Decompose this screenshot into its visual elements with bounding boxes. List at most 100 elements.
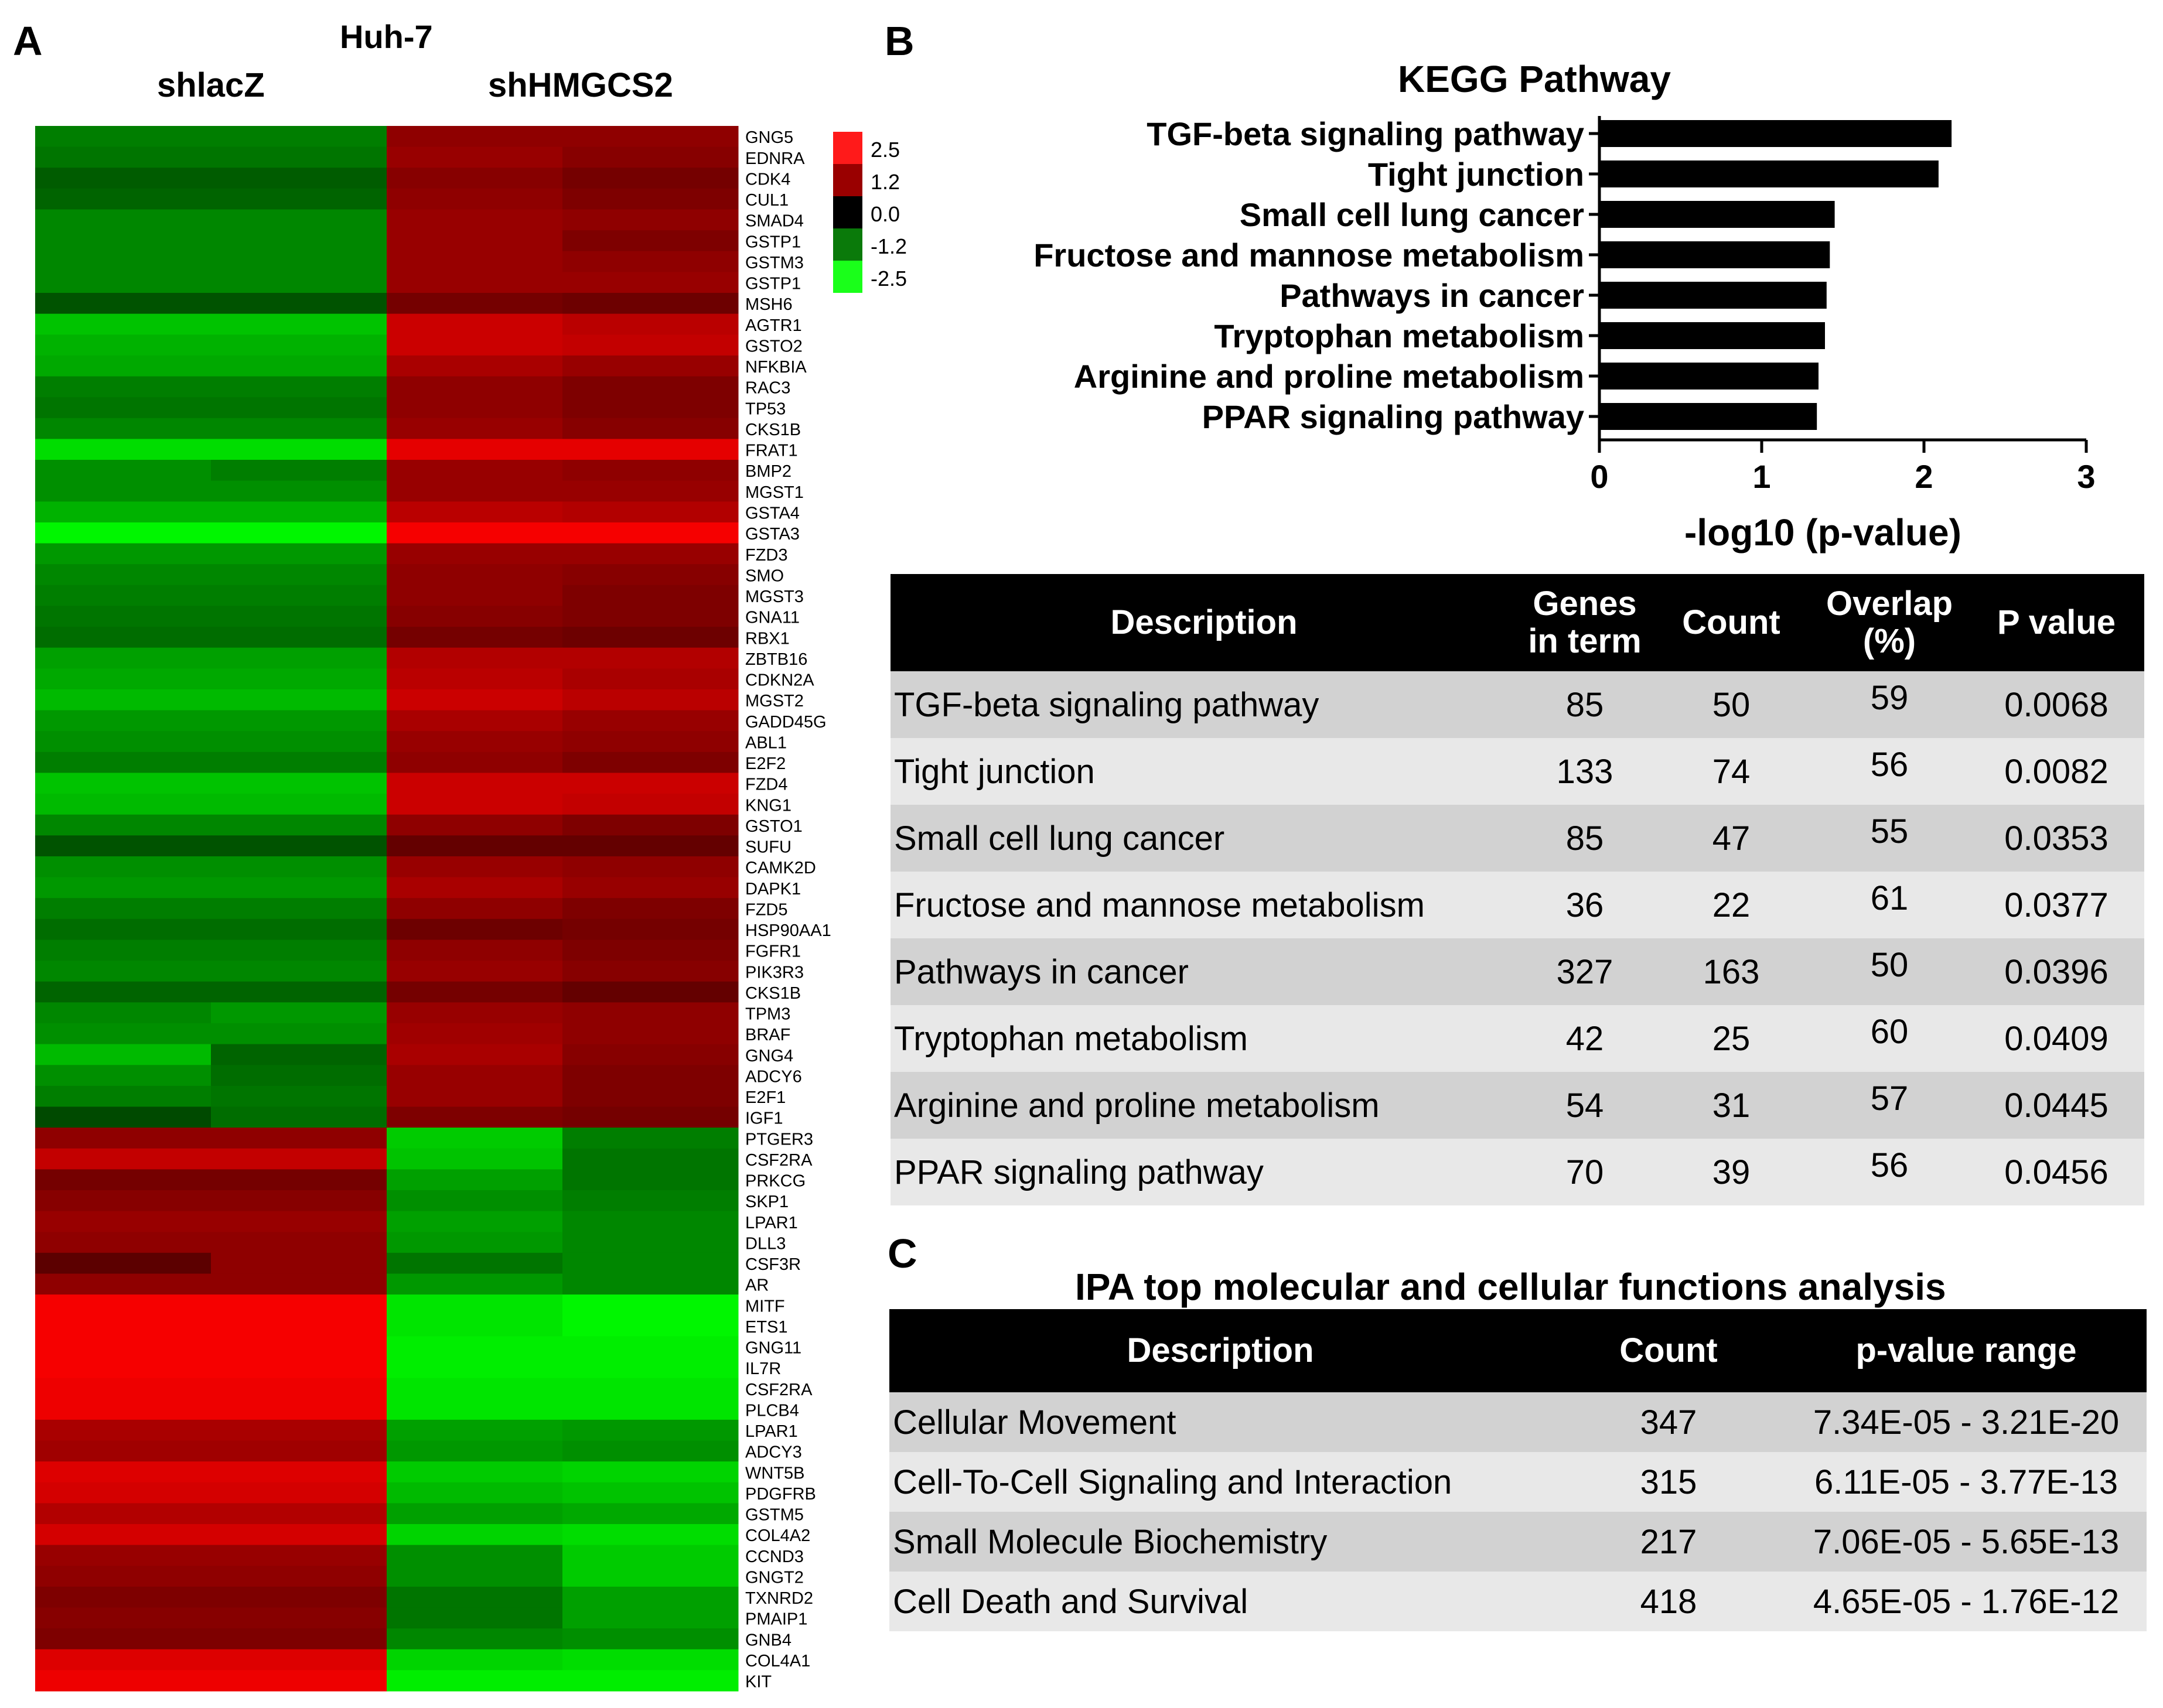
heatmap-gene-label: SKP1 <box>745 1193 789 1211</box>
heatmap-cell <box>562 814 739 836</box>
kegg-table-header-genes-in-term: Genes in term <box>1517 574 1652 671</box>
heatmap-cell <box>211 731 387 753</box>
heatmap-cell <box>35 209 211 231</box>
heatmap-cell <box>211 460 387 481</box>
heatmap-cell <box>387 1566 563 1587</box>
ipa-table-cell: 4.65E-05 - 1.76E-12 <box>1786 1572 2147 1631</box>
kegg-bar <box>1599 160 1939 187</box>
legend-tick-label: 1.2 <box>871 170 900 194</box>
kegg-table-cell: 0.0068 <box>1968 671 2144 738</box>
heatmap-cell <box>562 1315 739 1337</box>
heatmap-cell <box>387 1440 563 1462</box>
heatmap-cell <box>387 710 563 732</box>
heatmap-cell <box>562 313 739 335</box>
kegg-table-cell: TGF-beta signaling pathway <box>891 671 1517 738</box>
heatmap-cell <box>387 689 563 711</box>
heatmap-cell <box>562 1002 739 1024</box>
heatmap-cell <box>562 1065 739 1087</box>
heatmap-cell <box>387 168 563 189</box>
heatmap-cell <box>211 1378 387 1399</box>
kegg-table-row: Arginine and proline metabolism 54 31 57 0.0… <box>891 1072 2144 1139</box>
kegg-table-cell: Fructose and mannose metabolism <box>891 872 1517 938</box>
group-label-shhmgcs2: shHMGCS2 <box>488 66 673 104</box>
heatmap-cell <box>387 1503 563 1525</box>
heatmap-cell <box>35 126 211 148</box>
heatmap-cell <box>35 1232 211 1253</box>
heatmap-cell <box>562 522 739 544</box>
heatmap-cell <box>562 1607 739 1629</box>
ipa-table-header-p-value-range: p-value range <box>1786 1309 2147 1392</box>
heatmap-gene-label: GSTO1 <box>745 817 803 836</box>
heatmap-gene-label: GADD45G <box>745 713 827 732</box>
heatmap-cell <box>35 961 211 982</box>
heatmap-cell <box>211 501 387 523</box>
kegg-table-cell: 0.0396 <box>1968 938 2144 1005</box>
heatmap-cell <box>562 1106 739 1128</box>
heatmap-cell <box>387 1461 563 1483</box>
heatmap-cell <box>211 1169 387 1191</box>
heatmap-cell <box>35 856 211 878</box>
kegg-table-header-count: Count <box>1652 574 1810 671</box>
heatmap-gene-label: BRAF <box>745 1026 790 1044</box>
ipa-title: IPA top molecular and cellular functions… <box>1075 1266 1946 1308</box>
kegg-bar <box>1599 322 1825 349</box>
heatmap-cell <box>35 1357 211 1379</box>
kegg-table-cell: 0.0353 <box>1968 805 2144 872</box>
heatmap-cell <box>387 355 563 377</box>
heatmap-cell <box>562 1649 739 1671</box>
heatmap-cell <box>211 397 387 419</box>
heatmap-cell <box>387 272 563 293</box>
ipa-table-cell: 6.11E-05 - 3.77E-13 <box>1786 1452 2147 1512</box>
heatmap-cell <box>562 1670 739 1692</box>
heatmap-gene-label: FZD3 <box>745 546 788 565</box>
heatmap-cell <box>35 418 211 439</box>
heatmap-gene-label: CCND3 <box>745 1548 804 1566</box>
kegg-table-cell: 39 <box>1652 1139 1810 1205</box>
heatmap-cell <box>387 1378 563 1399</box>
heatmap-cell <box>211 1002 387 1024</box>
heatmap-gene-label: COL4A1 <box>745 1652 810 1671</box>
heatmap-gene-label: ZBTB16 <box>745 650 807 669</box>
kegg-table-cell: 74 <box>1652 738 1810 805</box>
heatmap-cell <box>562 355 739 377</box>
heatmap-gene-label: GNA11 <box>745 609 800 627</box>
heatmap-cell <box>35 146 211 168</box>
heatmap-gene-label: E2F1 <box>745 1088 786 1107</box>
heatmap-cell <box>211 689 387 711</box>
ipa-table-row: Cell Death and Survival 418 4.65E-05 - 1.7… <box>889 1572 2147 1631</box>
heatmap-cell <box>35 835 211 857</box>
panel-b-letter: B <box>885 18 915 64</box>
heatmap-cell <box>562 209 739 231</box>
heatmap-cell <box>35 751 211 774</box>
heatmap-gene-label: PLCB4 <box>745 1401 799 1420</box>
heatmap-cell <box>35 689 211 711</box>
heatmap-cell <box>562 188 739 210</box>
heatmap-cell <box>35 168 211 189</box>
heatmap-cell <box>387 668 563 690</box>
heatmap-cell <box>211 1399 387 1420</box>
heatmap-cell <box>387 1273 563 1295</box>
heatmap-gene-label: WNT5B <box>745 1464 805 1482</box>
heatmap-cell <box>562 1419 739 1441</box>
kegg-category-label: Small cell lung cancer <box>1240 196 1584 233</box>
kegg-bar <box>1599 282 1827 309</box>
ipa-table-row: Small Molecule Biochemistry 217 7.06E-05 -… <box>889 1512 2147 1572</box>
heatmap-cell <box>387 898 563 920</box>
heatmap-cell <box>211 564 387 586</box>
heatmap-cell <box>387 1357 563 1379</box>
heatmap-cell <box>211 940 387 961</box>
heatmap-cell <box>387 731 563 753</box>
heatmap-gene-label: BMP2 <box>745 462 791 481</box>
heatmap-cell <box>387 251 563 272</box>
heatmap-cell <box>35 1252 211 1275</box>
heatmap-gene-label: RAC3 <box>745 379 790 398</box>
kegg-x-tick-label: 3 <box>2077 458 2095 495</box>
heatmap-cell <box>211 1106 387 1128</box>
heatmap-cell <box>387 480 563 502</box>
heatmap-gene-label: GNG5 <box>745 128 793 147</box>
heatmap-cell <box>387 230 563 252</box>
heatmap-cell <box>562 710 739 732</box>
heatmap-cell <box>211 794 387 815</box>
heatmap-cell <box>387 313 563 335</box>
kegg-table-cell: 31 <box>1652 1072 1810 1139</box>
